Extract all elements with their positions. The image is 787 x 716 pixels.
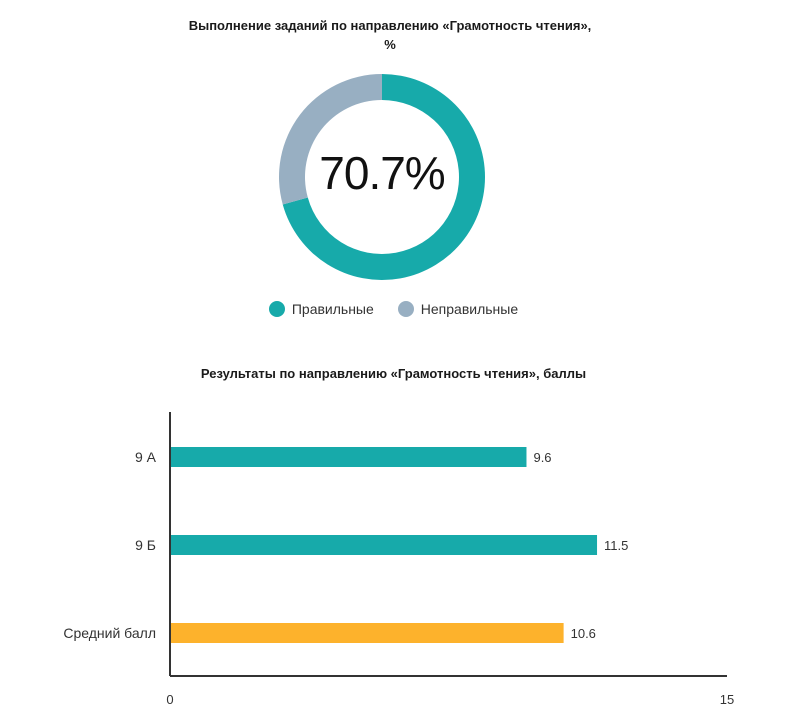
legend-label-correct: Правильные	[291, 301, 374, 317]
bar-9a[interactable]	[170, 447, 527, 467]
donut-slice-incorrect[interactable]	[279, 74, 382, 205]
x-tick-label: 0	[166, 692, 173, 707]
category-label-9b: 9 Б	[135, 537, 156, 553]
donut-chart	[279, 74, 485, 280]
bar-chart: 9 А 9.6 9 Б 11.5 Средний балл 10.6 0 15	[63, 412, 734, 707]
donut-center-value: 70.7%	[319, 147, 445, 199]
donut-legend: Правильные Неправильные	[0, 301, 787, 317]
bar-chart-title: Результаты по направлению «Грамотность ч…	[200, 366, 587, 381]
donut-title-line2: %	[384, 37, 396, 52]
bar-average[interactable]	[170, 623, 564, 643]
legend-item-correct[interactable]: Правильные	[268, 301, 374, 317]
legend-label-incorrect: Неправильные	[420, 301, 519, 317]
value-label-9b: 11.5	[604, 538, 628, 553]
value-label-9a: 9.6	[533, 450, 551, 465]
donut-chart-title: Выполнение заданий по направлению «Грамо…	[110, 16, 670, 54]
legend-swatch-correct	[268, 301, 285, 317]
legend-swatch-incorrect	[397, 301, 414, 317]
category-label-average: Средний балл	[63, 625, 156, 641]
legend-item-incorrect[interactable]: Неправильные	[397, 301, 519, 317]
donut-title-line1: Выполнение заданий по направлению «Грамо…	[188, 18, 592, 33]
value-label-average: 10.6	[571, 626, 596, 641]
bar-9b[interactable]	[170, 535, 598, 555]
x-tick-label: 15	[720, 692, 734, 707]
category-label-9a: 9 А	[135, 449, 157, 465]
